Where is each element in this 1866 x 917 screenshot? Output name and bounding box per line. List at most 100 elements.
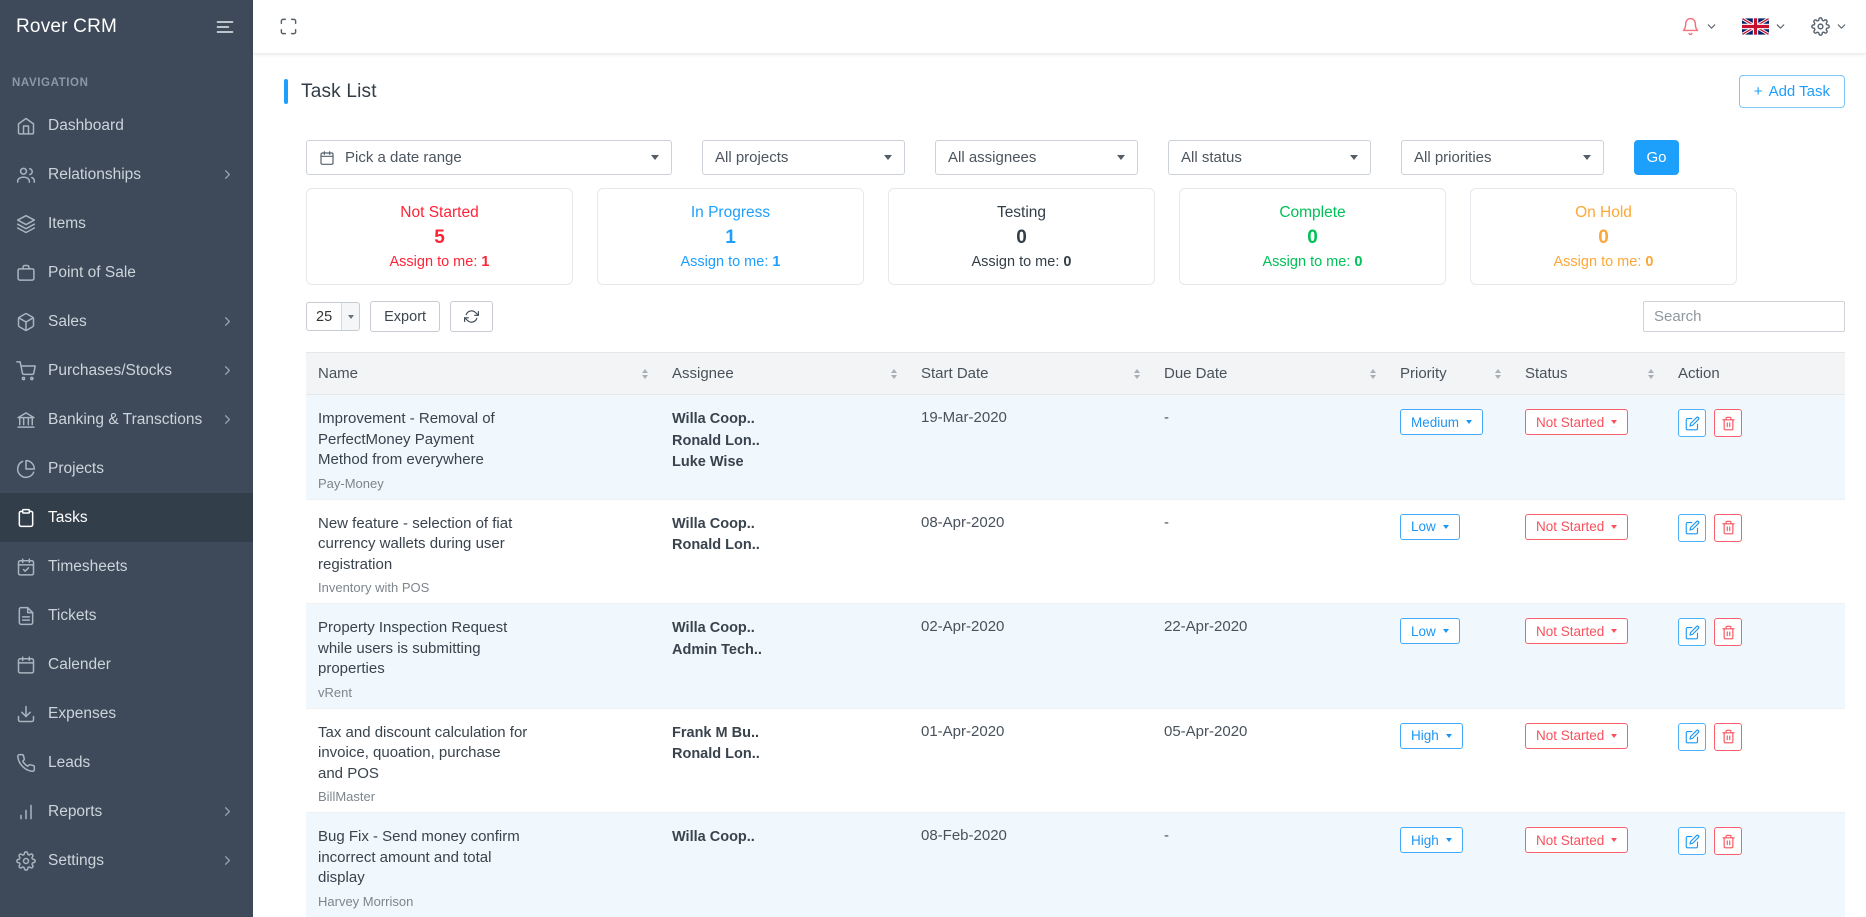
delete-task-button[interactable] <box>1714 409 1742 437</box>
maximize-icon[interactable] <box>279 17 298 36</box>
sidebar-item-projects[interactable]: Projects <box>0 444 253 493</box>
sidebar-item-label: Dashboard <box>48 116 124 134</box>
download-icon <box>16 704 36 724</box>
summary-card-testing[interactable]: Testing 0 Assign to me: 0 <box>888 188 1155 285</box>
sidebar-item-purchases-stocks[interactable]: Purchases/Stocks <box>0 346 253 395</box>
column-header-due-date[interactable]: Due Date <box>1152 352 1388 395</box>
sort-arrows-icon <box>1648 368 1654 379</box>
sidebar-item-sales[interactable]: Sales <box>0 297 253 346</box>
projects-filter-select[interactable]: All projects <box>702 140 905 175</box>
delete-task-button[interactable] <box>1714 513 1742 542</box>
add-task-button[interactable]: + Add Task <box>1738 75 1845 108</box>
task-name-link[interactable]: New feature - selection of fiat currency… <box>318 514 513 573</box>
sidebar-item-point-of-sale[interactable]: Point of Sale <box>0 248 253 297</box>
priority-dropdown[interactable]: High <box>1400 722 1463 749</box>
card-title: On Hold <box>1575 203 1632 221</box>
card-assign-to-me: Assign to me: 1 <box>680 253 781 270</box>
delete-task-button[interactable] <box>1714 722 1742 751</box>
edit-task-button[interactable] <box>1678 513 1706 542</box>
priority-dropdown[interactable]: Low <box>1400 513 1460 540</box>
sidebar-item-dashboard[interactable]: Dashboard <box>0 101 253 150</box>
status-filter-select[interactable]: All status <box>1168 140 1371 175</box>
chevron-right-icon <box>220 804 235 819</box>
caret-down-icon <box>1442 629 1449 633</box>
sidebar-item-settings[interactable]: Settings <box>0 836 253 885</box>
card-assign-to-me: Assign to me: 0 <box>971 253 1072 270</box>
refresh-icon <box>464 309 479 324</box>
edit-task-button[interactable] <box>1678 722 1706 751</box>
priority-dropdown[interactable]: Medium <box>1400 409 1484 435</box>
sidebar-item-expenses[interactable]: Expenses <box>0 689 253 738</box>
task-name-link[interactable]: Property Inspection Request while users … <box>318 619 508 677</box>
sidebar-item-reports[interactable]: Reports <box>0 787 253 836</box>
sidebar-item-banking-transactions[interactable]: Banking & Transctions <box>0 395 253 444</box>
assignee-name: Ronald Lon.. <box>672 537 760 553</box>
summary-card-not-started[interactable]: Not Started 5 Assign to me: 1 <box>306 188 573 285</box>
search-input[interactable] <box>1643 301 1845 332</box>
priority-dropdown[interactable]: Low <box>1400 618 1460 644</box>
column-header-assignee[interactable]: Assignee <box>660 352 909 395</box>
status-dropdown[interactable]: Not Started <box>1525 722 1629 749</box>
edit-task-button[interactable] <box>1678 409 1706 437</box>
sidebar-item-label: Items <box>48 214 86 232</box>
status-dropdown[interactable]: Not Started <box>1525 409 1629 435</box>
sidebar-item-relationships[interactable]: Relationships <box>0 150 253 199</box>
sidebar-toggle-menu-icon[interactable] <box>215 17 235 37</box>
notifications-button[interactable] <box>1681 17 1718 36</box>
sidebar-item-leads[interactable]: Leads <box>0 738 253 787</box>
delete-task-button[interactable] <box>1714 618 1742 646</box>
summary-card-in-progress[interactable]: In Progress 1 Assign to me: 1 <box>597 188 864 285</box>
delete-task-button[interactable] <box>1714 827 1742 855</box>
date-range-picker[interactable]: Pick a date range <box>306 140 672 175</box>
go-button[interactable]: Go <box>1634 140 1679 175</box>
task-name-link[interactable]: Tax and discount calculation for invoice… <box>318 723 528 782</box>
sidebar-item-label: Timesheets <box>48 557 128 575</box>
column-header-status[interactable]: Status <box>1513 352 1666 395</box>
trash-icon <box>1721 416 1736 431</box>
sidebar-item-tasks[interactable]: Tasks <box>0 493 253 542</box>
task-name-link[interactable]: Bug Fix - Send money confirm incorrect a… <box>318 828 520 886</box>
priorities-filter-select[interactable]: All priorities <box>1401 140 1604 175</box>
sidebar-item-label: Sales <box>48 312 87 330</box>
language-selector[interactable] <box>1742 18 1787 35</box>
task-project-label: vRent <box>318 684 352 700</box>
sidebar-item-timesheets[interactable]: Timesheets <box>0 542 253 591</box>
assignee-name: Luke Wise <box>672 454 744 470</box>
pie-chart-icon <box>16 459 36 479</box>
sidebar-item-tickets[interactable]: Tickets <box>0 591 253 640</box>
assignees-filter-select[interactable]: All assignees <box>935 140 1138 175</box>
summary-card-complete[interactable]: Complete 0 Assign to me: 0 <box>1179 188 1446 285</box>
settings-menu-button[interactable] <box>1811 17 1848 36</box>
status-dropdown[interactable]: Not Started <box>1525 827 1629 853</box>
table-row: Bug Fix - Send money confirm incorrect a… <box>306 812 1845 917</box>
status-dropdown[interactable]: Not Started <box>1525 618 1629 644</box>
caret-down-icon <box>1611 420 1618 424</box>
caret-down-icon <box>1611 629 1618 633</box>
caret-down-icon <box>1611 524 1618 529</box>
start-date-cell: 01-Apr-2020 <box>909 708 1152 813</box>
uk-flag-icon <box>1742 18 1769 35</box>
priority-dropdown[interactable]: High <box>1400 827 1463 853</box>
sidebar-item-calender[interactable]: Calender <box>0 640 253 689</box>
column-header-start-date[interactable]: Start Date <box>909 352 1152 395</box>
table-row: Property Inspection Request while users … <box>306 603 1845 709</box>
task-project-label: Inventory with POS <box>318 580 430 595</box>
summary-card-on-hold[interactable]: On Hold 0 Assign to me: 0 <box>1470 188 1737 285</box>
task-name-link[interactable]: Improvement - Removal of PerfectMoney Pa… <box>318 410 495 468</box>
page-content: Task List + Add Task Pick a date range A… <box>253 53 1866 917</box>
export-button[interactable]: Export <box>370 301 441 332</box>
edit-task-button[interactable] <box>1678 827 1706 855</box>
column-header-priority[interactable]: Priority <box>1388 352 1513 395</box>
trash-icon <box>1721 625 1736 640</box>
card-title: In Progress <box>690 203 771 221</box>
assignee-name: Admin Tech.. <box>672 641 762 658</box>
edit-task-button[interactable] <box>1678 618 1706 646</box>
sidebar-item-items[interactable]: Items <box>0 199 253 248</box>
start-date-cell: 08-Apr-2020 <box>909 499 1152 604</box>
page-size-select[interactable]: 25 <box>306 302 361 331</box>
refresh-button[interactable] <box>450 301 494 332</box>
calendar-check-icon <box>16 557 36 577</box>
column-header-name[interactable]: Name <box>306 352 660 395</box>
status-dropdown[interactable]: Not Started <box>1525 513 1629 540</box>
chevron-down-icon <box>1705 20 1718 33</box>
